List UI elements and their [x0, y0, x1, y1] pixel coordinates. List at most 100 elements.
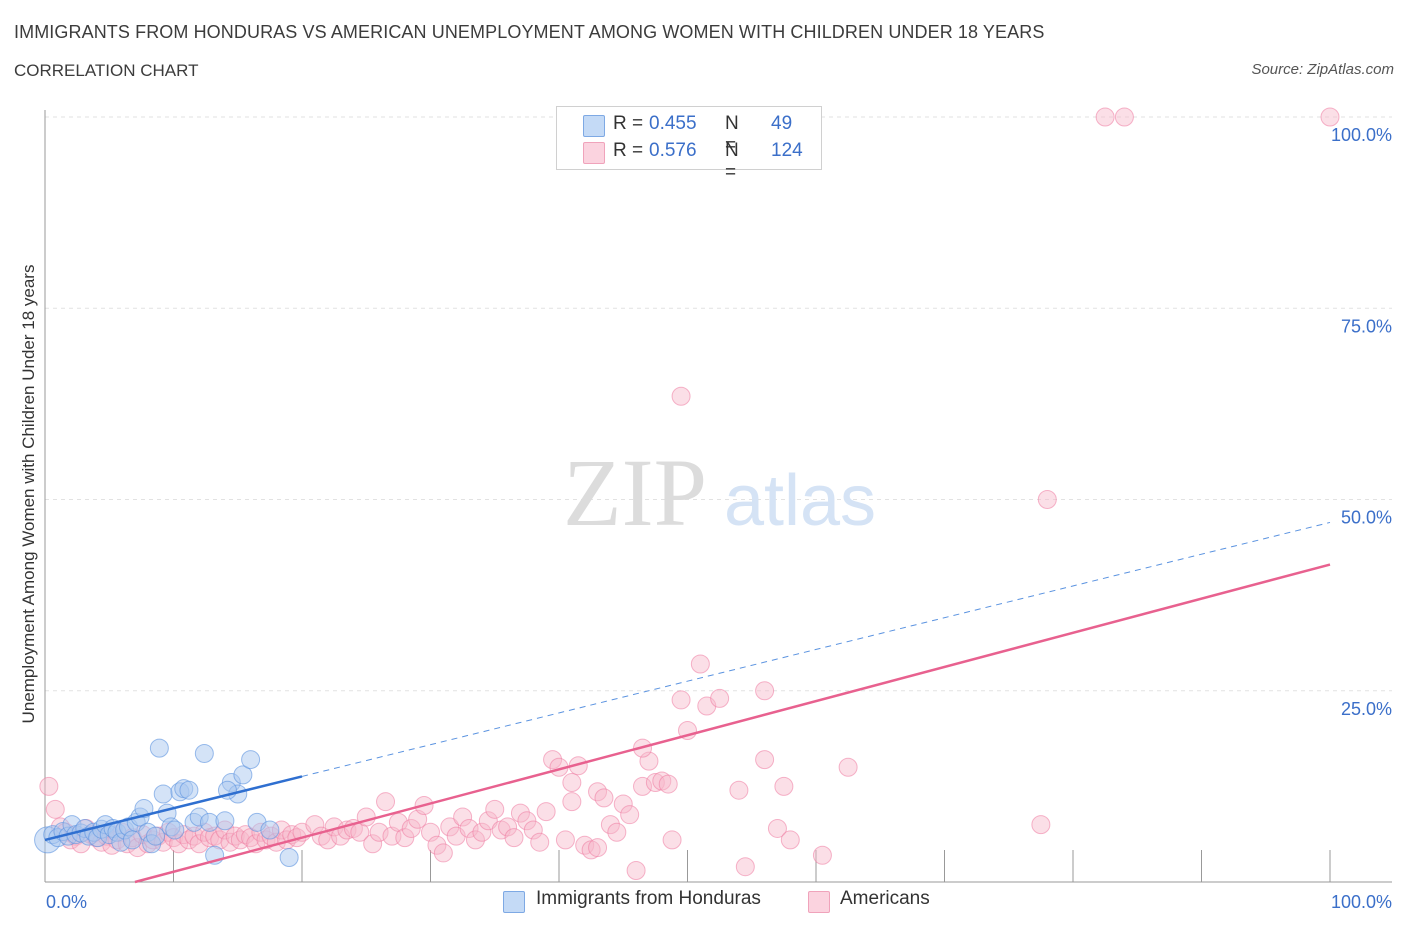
honduras-point — [241, 750, 261, 770]
chart-title: IMMIGRANTS FROM HONDURAS VS AMERICAN UNE… — [14, 22, 1045, 42]
americans-point — [189, 834, 209, 854]
americans-point — [767, 818, 787, 838]
watermark-zip: ZIP — [563, 439, 707, 546]
americans-point — [1320, 107, 1340, 127]
americans-point — [633, 776, 653, 796]
legend-r-label: R = — [613, 140, 644, 161]
legend-r-value: 0.455 — [649, 113, 697, 134]
americans-point — [376, 792, 396, 812]
honduras-point — [279, 848, 299, 868]
tick-labels: 25.0% 50.0% 75.0% 100.0% 0.0% 100.0% — [46, 125, 1392, 912]
legend-n-label: N = — [725, 140, 739, 183]
honduras-point — [179, 780, 199, 800]
honduras-point — [194, 743, 214, 763]
honduras-point — [260, 820, 280, 840]
americans-point — [620, 805, 640, 825]
americans-point — [607, 822, 627, 842]
series-americans — [39, 107, 1340, 881]
americans-point — [662, 830, 682, 850]
americans-point — [1031, 815, 1051, 835]
americans-point — [485, 799, 505, 819]
legend-swatch-honduras — [583, 115, 605, 137]
americans-point — [401, 818, 421, 838]
y-tick-label: 100.0% — [1331, 125, 1392, 145]
americans-point — [671, 386, 691, 406]
y-tick-label: 25.0% — [1341, 699, 1392, 719]
bottom-legend-swatch-honduras — [503, 891, 525, 913]
honduras-point — [149, 738, 169, 758]
americans-point — [536, 802, 556, 822]
americans-point — [179, 830, 199, 850]
americans-point — [600, 815, 620, 835]
legend-swatch-americans — [583, 142, 605, 164]
honduras-point — [215, 811, 235, 831]
correlation-legend: R = 0.455 N = 49 R = 0.576 N = 124 — [556, 106, 822, 183]
americans-point — [510, 803, 530, 823]
americans-point — [517, 811, 537, 831]
y-axis-label: Unemployment Among Women with Children U… — [19, 265, 38, 724]
bottom-legend-label-americans: Americans — [840, 888, 930, 909]
americans-point — [562, 792, 582, 812]
americans-point — [478, 811, 498, 831]
bottom-legend-swatch-americans — [808, 891, 830, 913]
source-label: Source: ZipAtlas.com — [1251, 61, 1394, 78]
gridlines — [45, 116, 1392, 692]
americans-point — [498, 817, 518, 837]
x-tick-label: 0.0% — [46, 892, 87, 912]
honduras-point — [233, 765, 253, 785]
americans-point — [504, 828, 524, 848]
honduras-point — [134, 799, 154, 819]
americans-point — [543, 750, 563, 770]
americans-point — [225, 826, 245, 846]
americans-point — [555, 830, 575, 850]
americans-point — [774, 776, 794, 796]
x-tick-label: 100.0% — [1331, 892, 1392, 912]
legend-n-label: N = — [725, 113, 739, 156]
americans-point — [1114, 107, 1134, 127]
americans-point — [812, 845, 832, 865]
americans-point — [838, 757, 858, 777]
americans-point — [671, 690, 691, 710]
watermark-atlas: atlas — [724, 461, 876, 541]
y-tick-label: 75.0% — [1341, 316, 1392, 336]
americans-point — [433, 843, 453, 863]
americans-point — [729, 780, 749, 800]
honduras-trend-extension — [301, 521, 1331, 777]
americans-point — [562, 773, 582, 793]
honduras-point — [165, 820, 185, 840]
americans-point — [363, 834, 383, 854]
legend-r-label: R = — [613, 113, 644, 134]
legend-n-value: 49 — [771, 113, 793, 134]
americans-point — [369, 822, 389, 842]
americans-point — [690, 654, 710, 674]
americans-point — [594, 788, 614, 808]
trend-lines — [44, 521, 1331, 884]
americans-point — [735, 857, 755, 877]
y-tick-label: 50.0% — [1341, 508, 1392, 528]
axes — [44, 110, 1392, 883]
americans-point — [465, 830, 485, 850]
americans-point — [453, 807, 473, 827]
watermark: ZIP atlas — [563, 439, 876, 546]
americans-point — [626, 861, 646, 881]
honduras-point — [146, 826, 166, 846]
americans-point — [1095, 107, 1115, 127]
americans-point — [755, 750, 775, 770]
americans-point — [613, 794, 633, 814]
americans-point — [780, 830, 800, 850]
americans-point — [588, 838, 608, 858]
americans-point — [45, 799, 65, 819]
americans-point — [523, 820, 543, 840]
legend-r-value: 0.576 — [649, 140, 697, 161]
americans-point — [395, 828, 415, 848]
honduras-trend-line — [44, 775, 303, 842]
americans-point — [459, 818, 479, 838]
americans-point — [427, 835, 447, 855]
americans-point — [39, 776, 59, 796]
legend-n-value: 124 — [771, 140, 803, 161]
honduras-point — [153, 784, 173, 804]
americans-point — [472, 822, 492, 842]
americans-point — [658, 774, 678, 794]
americans-point — [710, 688, 730, 708]
